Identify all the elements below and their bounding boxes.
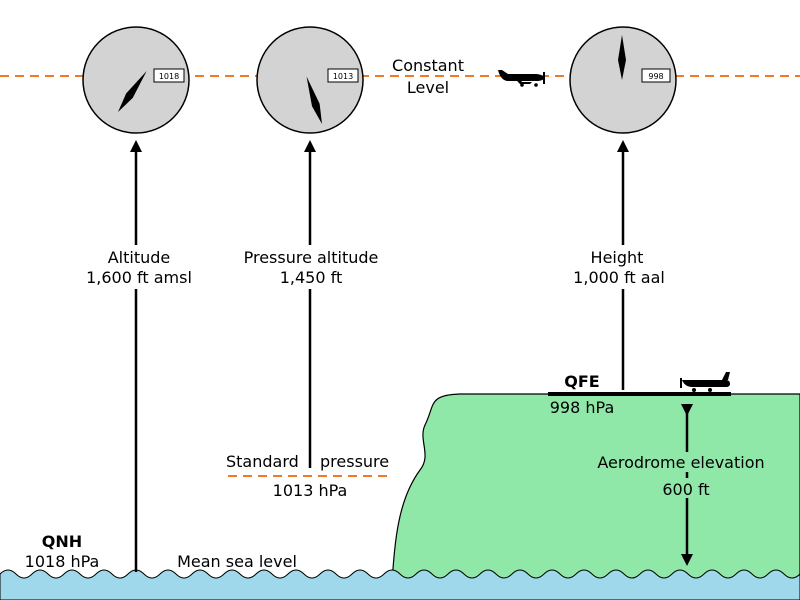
aerodrome-elevation-label: Aerodrome elevation: [597, 453, 764, 472]
standard-pressure-right: pressure: [320, 452, 389, 471]
standard-pressure-value: 1013 hPa: [273, 481, 348, 500]
airplane-ground-icon: [680, 372, 730, 392]
altitude-title: Altitude: [108, 248, 171, 267]
altimeter-standard-setting: 1013: [333, 72, 353, 81]
msl-label: Mean sea level: [177, 552, 297, 571]
height-title: Height: [591, 248, 644, 267]
airplane-flight-icon: [498, 70, 545, 87]
altimeter-qfe-needle: [618, 35, 626, 80]
pressure-altitude-value: 1,450 ft: [280, 268, 343, 287]
runway: [548, 392, 731, 396]
qfe-label: QFE: [564, 372, 599, 391]
constant-level-label-line1: Constant: [392, 56, 464, 75]
altimeter-qnh: 1018: [82, 26, 190, 134]
altimeter-standard: 1013: [256, 26, 364, 134]
altimeter-qnh-needle: [118, 71, 147, 112]
pressure-altitude-title: Pressure altitude: [244, 248, 379, 267]
aerodrome-land: [391, 393, 800, 583]
altimeter-standard-needle: [306, 76, 322, 124]
standard-pressure-left: Standard: [226, 452, 299, 471]
altimeter-qnh-window: [153, 68, 185, 83]
height-value: 1,000 ft aal: [573, 268, 665, 287]
qnh-label: QNH: [42, 532, 82, 551]
altitude-value: 1,600 ft amsl: [86, 268, 192, 287]
altimeter-qfe-window: [641, 68, 671, 83]
constant-level-label-line2: Level: [407, 78, 449, 97]
altimeter-qnh-setting: 1018: [159, 72, 179, 81]
aerodrome-elevation-value: 600 ft: [662, 480, 709, 499]
qnh-value: 1018 hPa: [25, 552, 100, 571]
altimeter-qfe-setting: 998: [648, 72, 663, 81]
altimeter-qfe: 998: [569, 26, 677, 134]
qfe-value: 998 hPa: [550, 398, 615, 417]
altimeter-standard-window: [327, 68, 359, 83]
sea: [0, 569, 800, 600]
